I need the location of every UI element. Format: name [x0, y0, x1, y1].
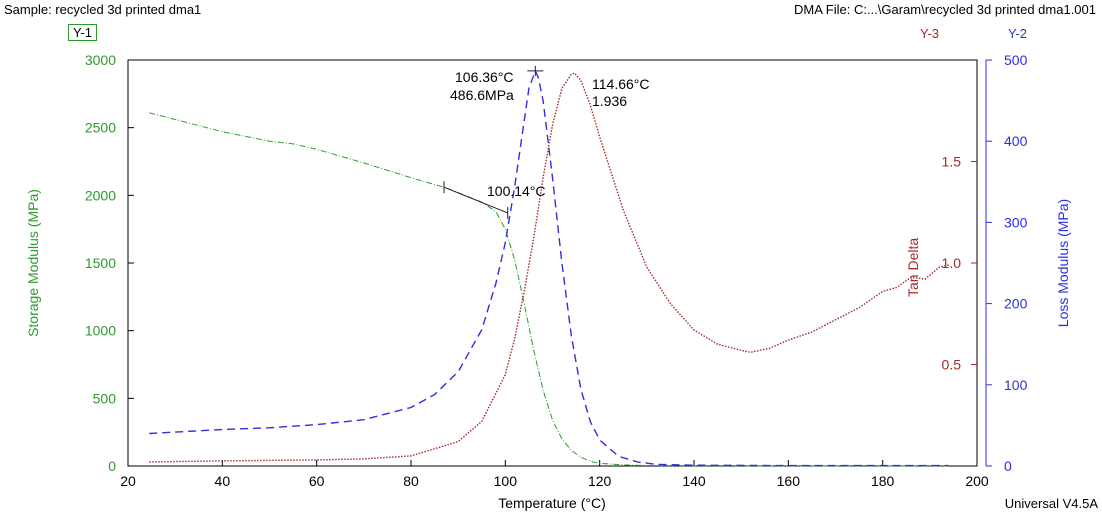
loss-peak-temp: 106.36°C [455, 69, 514, 85]
x-tick-label-20: 20 [120, 473, 136, 489]
loss-peak-value: 486.6MPa [450, 87, 514, 103]
y3-axis: 0.5 1.0 1.5 [942, 154, 977, 373]
x-tick-label-140: 140 [682, 473, 706, 489]
y2-axis: 0 100 200 300 400 500 [986, 52, 1028, 474]
x-tick-label-180: 180 [871, 473, 895, 489]
y2-tick-label-0: 0 [1004, 458, 1012, 474]
x-tick-label-160: 160 [777, 473, 801, 489]
x-tick-label-80: 80 [403, 473, 419, 489]
x-axis: 20 40 60 80 100 120 140 160 180 200 [120, 460, 989, 489]
dma-file-title: DMA File: C:...\Garam\recycled 3d printe… [793, 2, 1096, 17]
y1-tag: Y-1 [68, 24, 98, 41]
y2-tick-label-500: 500 [1004, 52, 1028, 68]
y3-tick-label-2: 1.5 [942, 154, 962, 170]
y1-tick-label-500: 500 [93, 390, 117, 406]
y2-tick-label-200: 200 [1004, 296, 1028, 312]
y1-tick-label-2500: 2500 [85, 120, 116, 136]
y1-axis: 0 500 1000 1500 2000 2500 3000 [85, 52, 134, 474]
y2-tick-label-400: 400 [1004, 133, 1028, 149]
y1-tick-label-2000: 2000 [85, 187, 116, 203]
y1-tick-label-1500: 1500 [85, 255, 116, 271]
x-tick-label-60: 60 [309, 473, 325, 489]
y2-axis-title: Loss Modulus (MPa) [1055, 199, 1071, 327]
y1-tag-label: Y-1 [73, 25, 93, 40]
x-tick-label-100: 100 [494, 473, 518, 489]
storage-modulus-line [149, 112, 949, 467]
y1-tick-label-3000: 3000 [85, 52, 116, 68]
sample-title: Sample: recycled 3d printed dma1 [4, 2, 202, 17]
x-tick-label-200: 200 [965, 473, 989, 489]
y2-tag: Y-2 [1008, 26, 1028, 41]
y1-tick-label-0: 0 [108, 458, 116, 474]
y2-tick-label-100: 100 [1004, 377, 1028, 393]
version-label: Universal V4.5A [1005, 496, 1099, 511]
y3-tag: Y-3 [920, 26, 940, 41]
tan-delta-series-label: Tan Delta [905, 238, 921, 297]
series-group [149, 69, 949, 467]
y3-tick-label-0: 0.5 [942, 357, 962, 373]
y1-axis-title: Storage Modulus (MPa) [25, 189, 41, 337]
y1-tick-label-1000: 1000 [85, 323, 116, 339]
y2-tick-label-300: 300 [1004, 214, 1028, 230]
onset-label: 100.14°C [487, 183, 546, 199]
x-axis-title: Temperature (°C) [498, 495, 606, 511]
x-tick-label-120: 120 [588, 473, 612, 489]
tan-peak-temp: 114.66°C [592, 76, 650, 92]
loss-modulus-line [149, 69, 949, 467]
x-tick-label-40: 40 [215, 473, 231, 489]
plot-frame [127, 59, 978, 467]
annotations: 100.14°C 106.36°C 486.6MPa 114.66°C1.936 [443, 65, 650, 219]
tan-delta-line [149, 72, 949, 463]
tan-peak-value: 1.936 [592, 93, 627, 109]
onset-tangent-line [443, 186, 508, 214]
y3-tick-label-1: 1.0 [942, 255, 962, 271]
